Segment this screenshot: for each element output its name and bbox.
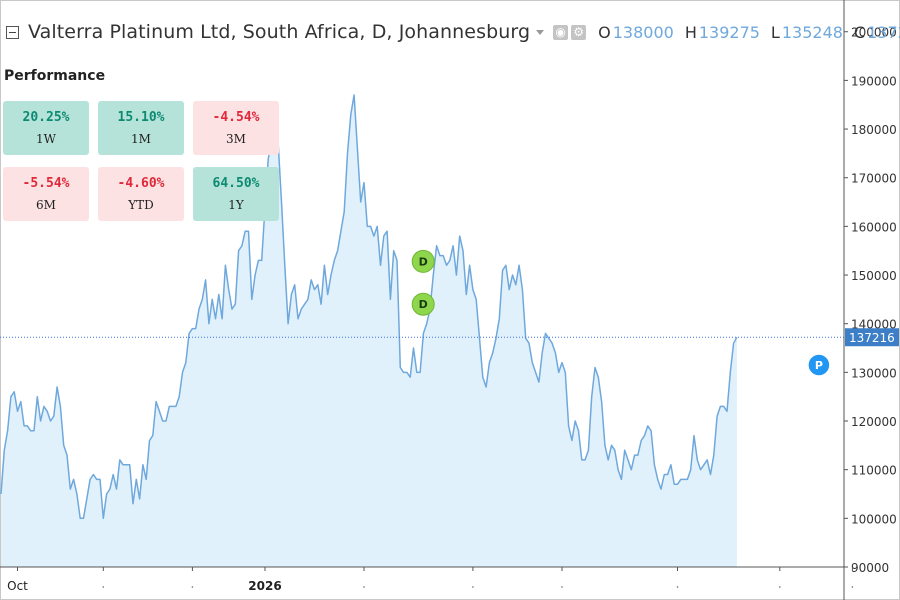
perf-value: 64.50% bbox=[212, 176, 260, 191]
chart-header: Valterra Platinum Ltd, South Africa, D, … bbox=[6, 20, 900, 44]
perf-value: -5.54% bbox=[22, 176, 70, 191]
perf-value: 15.10% bbox=[117, 110, 165, 125]
y-tick-label: 140000 bbox=[851, 318, 897, 332]
performance-title: Performance bbox=[4, 68, 106, 84]
x-tick-dot bbox=[363, 586, 365, 588]
y-tick-label: 180000 bbox=[851, 123, 897, 137]
perf-cell-1w: 20.25% 1W bbox=[3, 101, 89, 155]
dividend-marker bbox=[411, 249, 435, 273]
y-tick-label: 110000 bbox=[851, 464, 897, 478]
chevron-down-icon[interactable] bbox=[536, 29, 545, 35]
perf-value: 20.25% bbox=[22, 110, 70, 125]
perf-value: -4.54% bbox=[212, 110, 260, 125]
earnings-marker bbox=[807, 353, 831, 377]
x-tick-label: Oct bbox=[7, 579, 28, 593]
dividend-marker-label: D bbox=[419, 255, 428, 268]
y-tick-label: 170000 bbox=[851, 172, 897, 186]
y-tick-label: 120000 bbox=[851, 415, 897, 429]
perf-period: 1M bbox=[131, 132, 151, 146]
y-tick-label: 160000 bbox=[851, 220, 897, 234]
perf-period: 3M bbox=[226, 132, 246, 146]
perf-period: 1W bbox=[36, 132, 56, 146]
x-tick-dot bbox=[779, 586, 781, 588]
perf-cell-1m: 15.10% 1M bbox=[98, 101, 184, 155]
earnings-marker-label: P bbox=[815, 359, 823, 372]
symbol-title[interactable]: Valterra Platinum Ltd, South Africa, D, … bbox=[28, 21, 531, 43]
perf-period: YTD bbox=[128, 198, 154, 212]
y-tick-label: 200000 bbox=[851, 26, 897, 40]
ohlc-close: C137216 bbox=[853, 22, 900, 42]
price-area bbox=[1, 95, 737, 567]
dividend-marker-label: D bbox=[419, 298, 428, 311]
ohlc-open: O 138000 bbox=[598, 22, 674, 42]
y-tick-label: 100000 bbox=[851, 512, 897, 526]
x-tick-dot bbox=[472, 586, 474, 588]
perf-period: 1Y bbox=[228, 198, 244, 212]
ohlc-low: L 135248 bbox=[770, 22, 843, 42]
collapse-icon[interactable] bbox=[6, 25, 19, 39]
perf-cell-6m: -5.54% 6M bbox=[3, 167, 89, 221]
perf-period: 6M bbox=[36, 198, 56, 212]
eye-icon[interactable]: ◉ bbox=[553, 24, 569, 40]
performance-grid: 20.25% 1W 15.10% 1M -4.54% 3M -5.54% 6M … bbox=[3, 101, 279, 221]
x-tick-label: 2026 bbox=[248, 579, 281, 593]
last-price-label: 137216 bbox=[849, 331, 895, 345]
y-tick-label: 130000 bbox=[851, 366, 897, 380]
perf-cell-3m: -4.54% 3M bbox=[193, 101, 279, 155]
gear-icon[interactable]: ⚙ bbox=[571, 24, 587, 40]
price-series-line bbox=[0, 94, 738, 520]
dividend-marker bbox=[411, 292, 435, 316]
x-tick-dot bbox=[851, 586, 854, 588]
x-tick-dot bbox=[561, 586, 563, 588]
y-tick-label: 90000 bbox=[851, 561, 889, 575]
last-price-badge bbox=[845, 328, 899, 347]
x-tick-dot bbox=[102, 586, 105, 588]
y-tick-label: 190000 bbox=[851, 74, 897, 88]
ohlc-high: H 139275 bbox=[684, 22, 760, 42]
x-tick-dot bbox=[191, 586, 194, 588]
x-tick-dot bbox=[676, 586, 679, 588]
perf-value: -4.60% bbox=[117, 176, 165, 191]
perf-cell-1y: 64.50% 1Y bbox=[193, 167, 279, 221]
perf-cell-ytd: -4.60% YTD bbox=[98, 167, 184, 221]
y-tick-label: 150000 bbox=[851, 269, 897, 283]
